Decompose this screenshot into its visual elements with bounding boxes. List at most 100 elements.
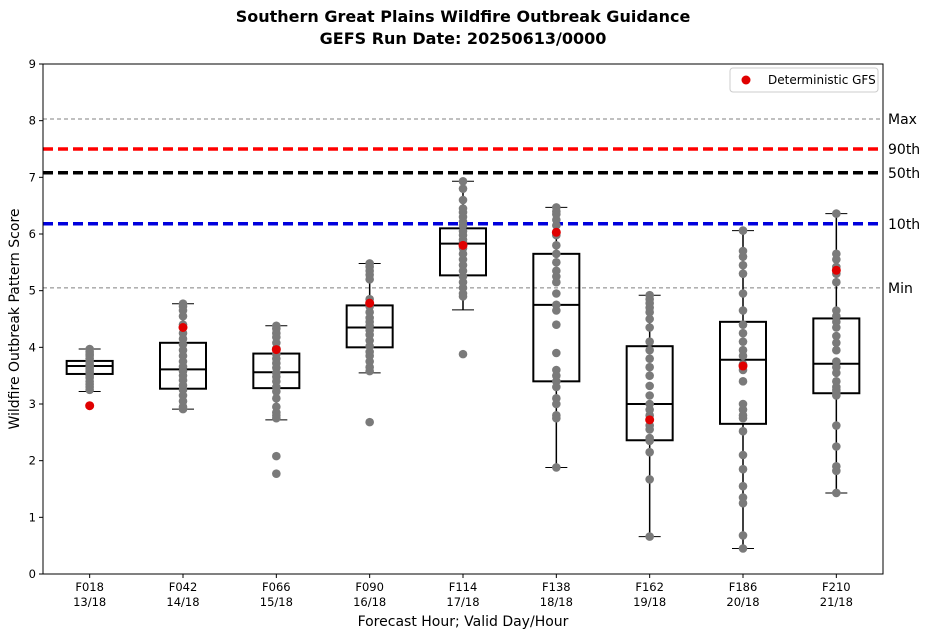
chart-title-line1: Southern Great Plains Wildfire Outbreak … (236, 7, 691, 26)
member-point (645, 447, 654, 457)
member-point (738, 269, 748, 278)
member-point (645, 337, 654, 346)
member-point (552, 413, 561, 423)
member-point (738, 320, 748, 329)
ref-label-max: Max (888, 112, 917, 128)
member-point (365, 275, 374, 284)
ref-label-min: Min (888, 281, 913, 297)
member-point (552, 249, 561, 259)
member-point (832, 209, 841, 218)
member-point (738, 377, 748, 386)
member-point (178, 311, 188, 321)
y-axis-label: Wildfire Outbreak Pattern Score (7, 208, 23, 429)
gfs-point (365, 298, 375, 308)
member-point (552, 258, 561, 267)
member-point (552, 221, 561, 230)
x-tick-label-valid: 14/18 (166, 595, 199, 609)
gfs-point (271, 345, 281, 355)
y-tick-label: 9 (29, 57, 36, 71)
member-point (738, 226, 748, 235)
member-point (178, 404, 188, 414)
member-point (738, 289, 748, 298)
member-point (645, 381, 654, 391)
member-point (738, 337, 748, 346)
member-point (645, 314, 654, 324)
x-axis-label: Forecast Hour; Valid Day/Hour (358, 614, 569, 630)
y-tick-label: 3 (29, 397, 36, 411)
chart-title-line2: GEFS Run Date: 20250613/0000 (320, 29, 607, 48)
member-point (365, 366, 374, 376)
legend: Deterministic GFS (729, 67, 879, 93)
member-point (738, 260, 748, 270)
member-point (458, 349, 468, 359)
member-point (645, 354, 654, 363)
member-point (552, 348, 561, 358)
member-point (552, 382, 561, 392)
member-point (738, 464, 748, 474)
member-point (645, 475, 654, 484)
member-point (738, 544, 748, 553)
x-tick-label-valid: 16/18 (353, 595, 386, 609)
ref-label-90th: 90th (888, 142, 920, 158)
member-point (738, 252, 748, 261)
member-point (832, 338, 841, 348)
legend-label-deterministic-gfs: Deterministic GFS (768, 73, 876, 87)
member-point (645, 362, 654, 372)
y-axis: 0 1 2 3 4 5 6 7 8 9 (29, 57, 43, 581)
member-point (645, 323, 654, 332)
member-point (645, 425, 654, 434)
member-point (832, 442, 841, 451)
gfs-point (551, 227, 561, 237)
member-point (832, 331, 841, 341)
member-point (738, 426, 748, 436)
x-tick-label-hour: F186 (729, 580, 758, 594)
gfs-point (178, 323, 188, 332)
member-point (832, 466, 841, 476)
member-point (738, 498, 748, 508)
y-tick-label: 8 (29, 114, 36, 128)
member-point (738, 531, 748, 540)
x-tick-label-valid: 19/18 (633, 595, 666, 609)
member-point (738, 481, 748, 491)
member-point (645, 436, 654, 446)
gfs-point (645, 415, 655, 425)
gfs-point (458, 240, 468, 250)
member-point (645, 532, 654, 541)
x-tick-label-valid: 15/18 (260, 595, 293, 609)
member-point (552, 241, 561, 250)
x-tick-label-hour: F066 (262, 580, 291, 594)
member-point (832, 345, 841, 355)
member-point (645, 391, 654, 400)
member-point (738, 306, 748, 315)
member-point (832, 368, 841, 378)
y-tick-label: 7 (29, 170, 36, 184)
gfs-point (831, 265, 841, 275)
member-point (832, 391, 841, 400)
member-point (552, 320, 561, 329)
member-point (552, 399, 561, 409)
reference-labels: Max 90th 50th 10th Min (888, 112, 920, 297)
y-tick-label: 2 (29, 454, 36, 468)
member-point (458, 177, 468, 186)
member-point (738, 328, 748, 338)
y-tick-label: 6 (29, 227, 36, 241)
member-point (645, 307, 654, 317)
member-point (645, 371, 654, 380)
member-point (645, 345, 654, 355)
x-tick-label-hour: F090 (355, 580, 384, 594)
legend-marker (741, 75, 751, 85)
x-tick-label-valid: 13/18 (73, 595, 106, 609)
member-point (738, 450, 748, 460)
x-tick-label-hour: F018 (75, 580, 104, 594)
y-tick-label: 0 (29, 567, 36, 581)
member-point (832, 255, 841, 264)
gfs-points (85, 227, 841, 425)
member-point (552, 289, 561, 298)
x-tick-label-hour: F138 (542, 580, 571, 594)
member-point (272, 387, 281, 396)
member-point (458, 184, 468, 193)
member-point (458, 195, 468, 205)
